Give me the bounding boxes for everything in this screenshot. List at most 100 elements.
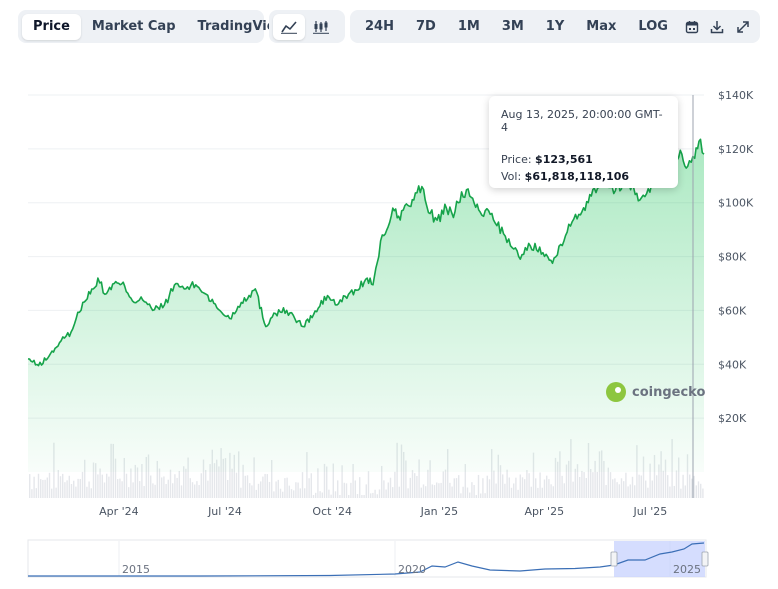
volume-bar [642,456,645,498]
volume-bar [266,474,268,498]
volume-bar [484,493,486,498]
volume-bar [667,475,669,498]
download-icon[interactable] [705,14,731,40]
volume-bar [198,485,200,498]
volume-bar [585,478,587,498]
volume-bar [90,488,92,498]
volume-bar [361,495,363,498]
volume-bar [150,475,152,498]
volume-bar [528,473,530,498]
range-7d[interactable]: 7D [415,18,436,34]
volume-bar [477,474,480,498]
x-tick-label: Apr '24 [99,505,139,518]
volume-bar [605,485,607,498]
volume-bar [508,477,510,498]
navigator-frame [27,539,707,578]
volume-bar [700,483,702,498]
volume-bar [431,484,433,498]
x-tick-label: Apr '25 [525,505,565,518]
volume-bar [132,482,134,498]
volume-bar [295,482,297,498]
range-3m[interactable]: 3M [501,18,524,34]
volume-bar [279,488,282,498]
volume-bar [275,481,277,498]
volume-bar [541,487,543,498]
navigator-right-handle [701,551,709,567]
volume-bar [64,482,66,498]
volume-bar [576,464,579,498]
log-scale-button[interactable]: LOG [638,18,668,34]
chart-toolbar: Price Market Cap TradingView 24H 7D 1M 3… [18,10,760,44]
volume-bar [242,464,244,498]
volume-bar [420,487,422,498]
volume-bar [194,484,196,498]
volume-bar [271,460,273,498]
line-chart-icon[interactable] [273,13,305,40]
x-tick-label: Jan '25 [420,505,458,518]
volume-bar [387,482,389,498]
volume-bar [141,464,143,498]
volume-bar [563,483,565,498]
y-tick-label: $40K [718,358,747,371]
volume-bar [293,490,295,498]
volume-bar [651,480,653,498]
volume-bar [238,451,240,498]
volume-bar [471,482,473,498]
volume-bar [128,487,130,498]
volume-bar [697,481,700,498]
watermark-text: coingecko [632,384,706,400]
volume-bar [143,486,145,498]
volume-bar [409,477,411,498]
tab-tradingview[interactable]: TradingView [197,18,288,34]
range-1y[interactable]: 1Y [545,18,565,34]
volume-bar [244,475,246,498]
volume-bar [433,485,436,498]
volume-bar [304,488,306,498]
volume-bar [117,479,119,498]
navigator-selected-range [614,541,705,577]
volume-bar [543,479,546,498]
calendar-icon[interactable] [679,14,705,40]
volume-bar [418,459,420,498]
range-max[interactable]: Max [586,18,617,34]
candlestick-icon[interactable] [305,14,337,40]
volume-bar [526,470,528,498]
volume-bar [504,483,506,498]
volume-bar [88,481,90,498]
volume-bar [365,484,367,498]
volume-bar [539,472,541,498]
volume-bar [209,464,211,498]
volume-bar [213,463,216,498]
volume-bar [557,461,559,498]
range-1m[interactable]: 1M [457,18,480,34]
navigator-history-line [28,542,705,577]
volume-bar [662,470,664,498]
volume-bar [343,482,345,498]
volume-bar [359,477,361,498]
fullscreen-icon[interactable] [730,14,756,40]
volume-bar [427,469,429,498]
tooltip-date: Aug 13, 2025, 20:00:00 GMT-4 [501,108,663,134]
volume-bar [315,492,317,498]
tab-price[interactable]: Price [22,13,81,40]
volume-bar [372,492,374,498]
volume-bar [422,484,425,498]
volume-bar [475,495,477,498]
coingecko-logo-icon [606,382,626,402]
range-24h[interactable]: 24H [365,18,394,34]
volume-bar [647,487,649,498]
volume-bar [601,450,603,498]
volume-bar [224,458,227,498]
volume-bar [68,475,70,498]
tab-market-cap[interactable]: Market Cap [91,18,176,34]
volume-bar [114,458,117,498]
volume-bar [31,489,33,498]
volume-bar [180,485,183,498]
volume-bar [341,465,343,498]
volume-bar [689,474,691,498]
volume-bar [172,483,174,498]
volume-bar [84,459,86,498]
volume-bar [515,477,517,498]
volume-bar [101,474,103,498]
